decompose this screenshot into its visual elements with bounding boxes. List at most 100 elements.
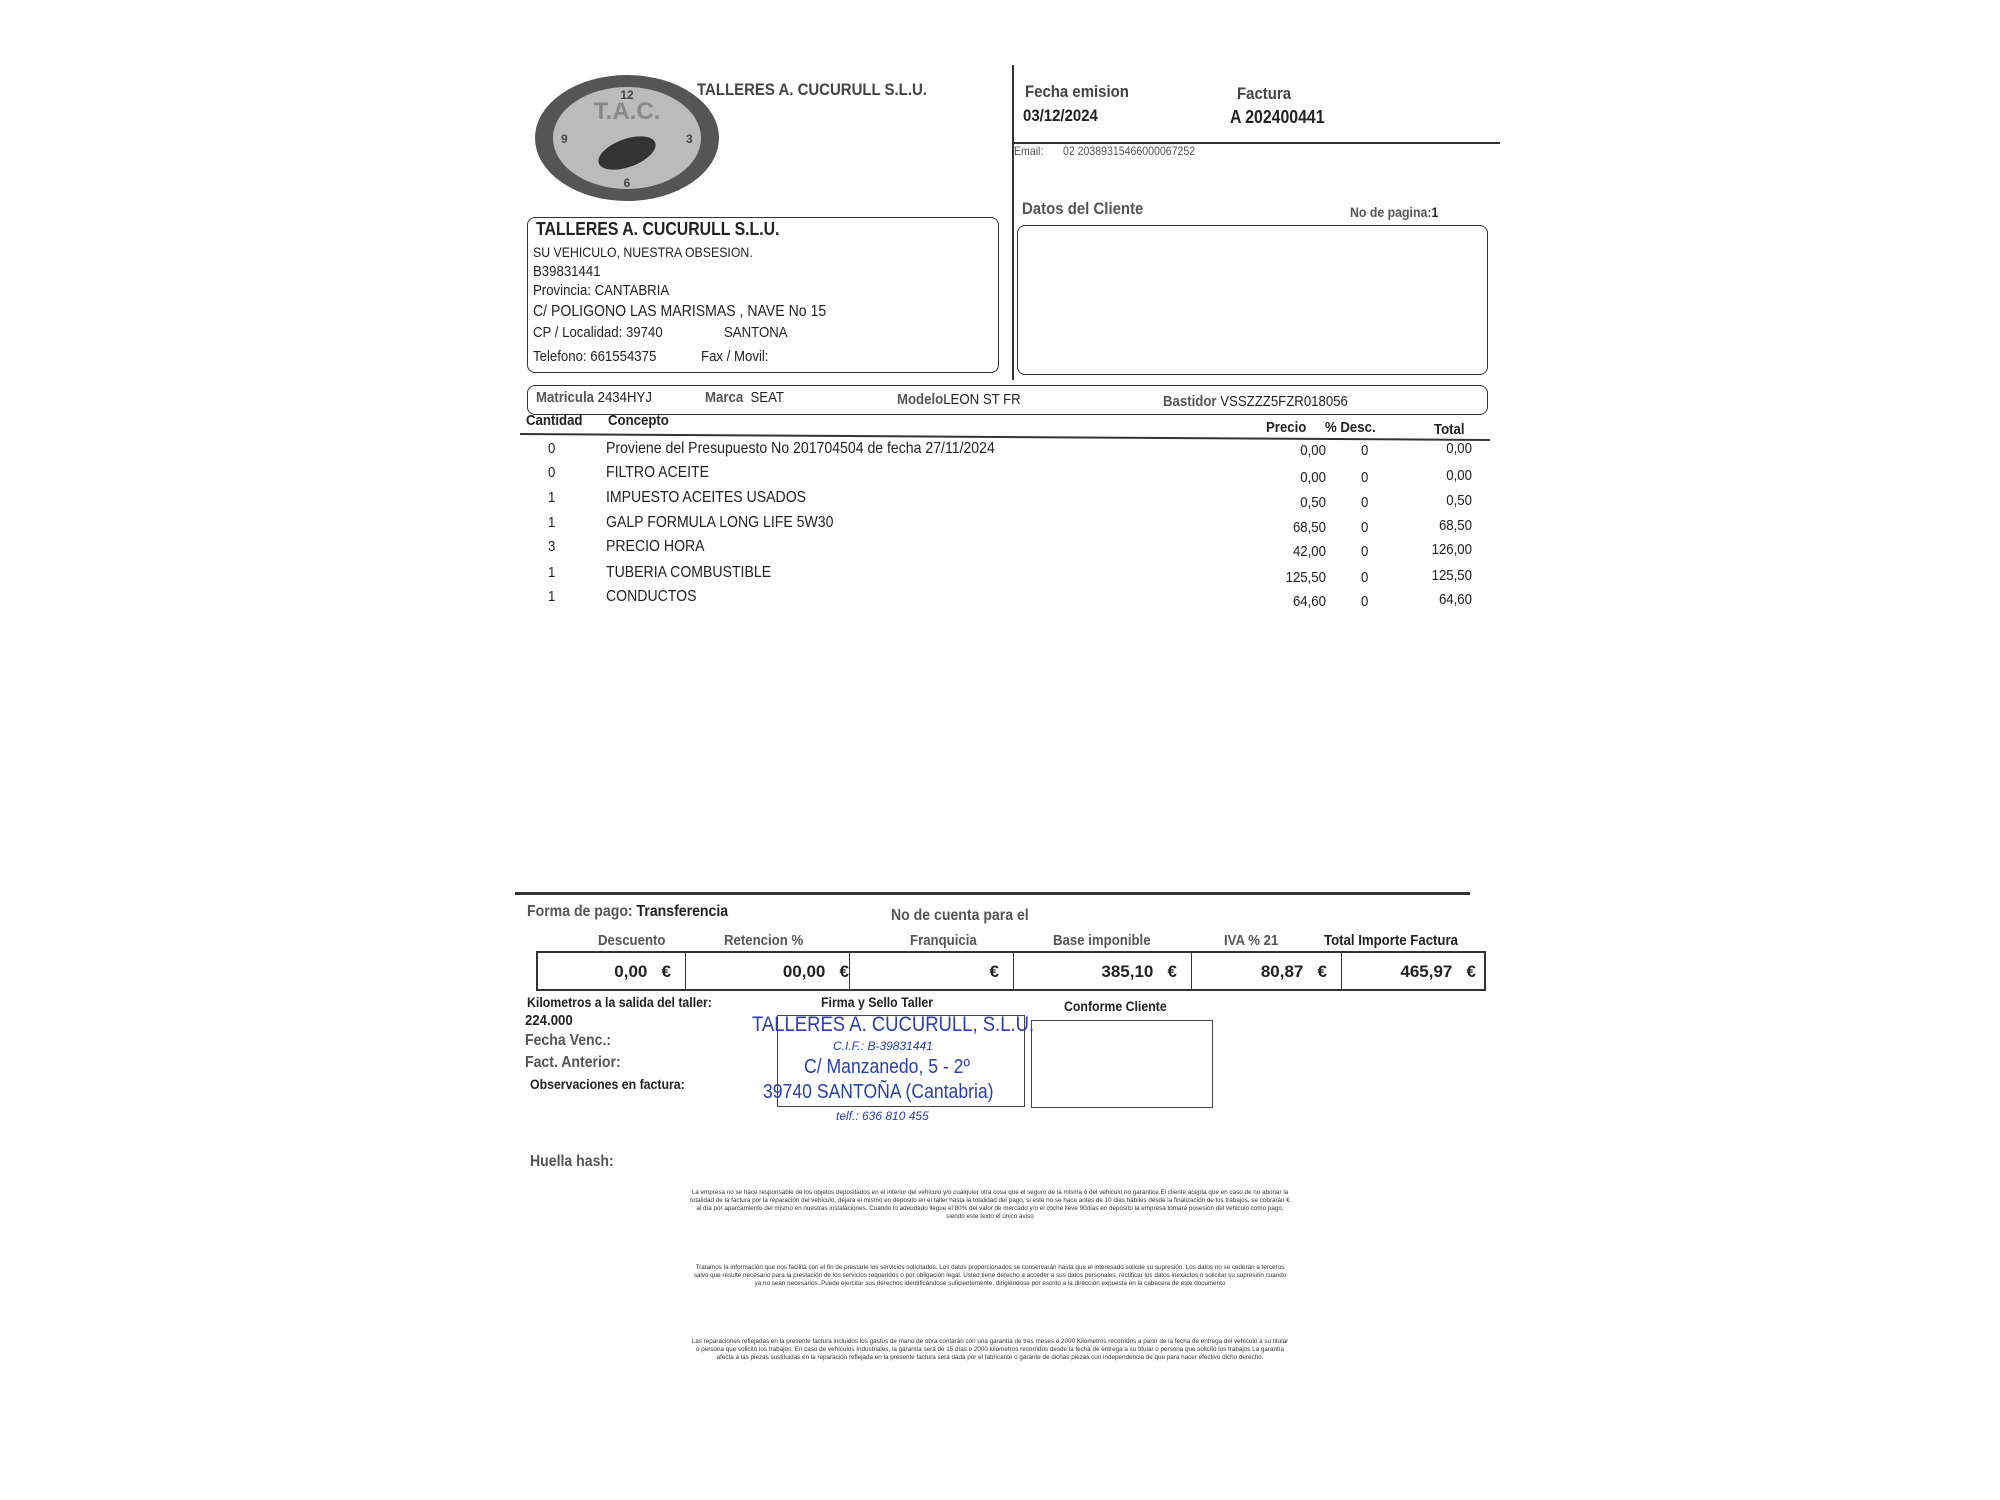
row-precio: 68,50 bbox=[1292, 519, 1326, 536]
row-total: 0,50 bbox=[1446, 492, 1472, 509]
vehicle-bastidor: Bastidor VSSZZZ5FZR018056 bbox=[1163, 393, 1348, 410]
conforme-label: Conforme Cliente bbox=[1064, 998, 1167, 1014]
svg-text:9: 9 bbox=[561, 132, 568, 146]
descuento-value: 0,00 bbox=[614, 962, 648, 981]
row-desc: 0 bbox=[1361, 469, 1369, 486]
stamp-name: TALLERES A. CUCURULL, S.L.U. bbox=[752, 1013, 1035, 1036]
row-cantidad: 3 bbox=[548, 538, 556, 555]
col-precio: Precio bbox=[1266, 419, 1307, 436]
row-concepto: FILTRO ACEITE bbox=[606, 464, 710, 481]
page-value: 1 bbox=[1431, 204, 1439, 220]
retencion-value: 00,00 bbox=[782, 962, 826, 981]
vehicle-marca: Marca SEAT bbox=[705, 389, 784, 406]
modelo-value: LEON ST FR bbox=[943, 391, 1021, 408]
row-total: 126,00 bbox=[1431, 541, 1472, 558]
legal-deposit-notice: La empresa no se hace responsable de los… bbox=[690, 1189, 1290, 1220]
total-cell: 465,97 € bbox=[1342, 953, 1484, 989]
marca-value: SEAT bbox=[750, 389, 785, 406]
row-total: 68,50 bbox=[1438, 517, 1472, 534]
stamp-city: 39740 SANTOÑA (Cantabria) bbox=[763, 1081, 994, 1103]
total-label: Total Importe Factura bbox=[1324, 932, 1458, 949]
stamp-address: C/ Manzanedo, 5 - 2º bbox=[804, 1056, 970, 1078]
client-signature-box bbox=[1031, 1020, 1213, 1108]
fecha-value: 03/12/2024 bbox=[1023, 106, 1098, 125]
bastidor-label: Bastidor bbox=[1163, 393, 1217, 410]
col-desc: % Desc. bbox=[1325, 419, 1376, 436]
row-precio: 0,00 bbox=[1300, 469, 1326, 486]
client-data-box bbox=[1017, 225, 1488, 375]
client-section-title: Datos del Cliente bbox=[1022, 199, 1144, 218]
page-label: No de pagina: bbox=[1350, 204, 1432, 220]
email-label: Email: bbox=[1014, 144, 1044, 158]
km-label: Kilometros a la salida del taller: bbox=[527, 994, 712, 1010]
svg-text:T.A.C.: T.A.C. bbox=[594, 98, 661, 125]
header-vertical-divider bbox=[1012, 65, 1014, 380]
stamp-tel: telf.: 636 810 455 bbox=[836, 1109, 929, 1123]
row-total: 64,60 bbox=[1438, 591, 1472, 608]
totals-box: 0,00 € 00,00 € € 385,10 € 80,87 € 465,97… bbox=[536, 951, 1486, 991]
header-divider bbox=[1012, 142, 1500, 144]
company-fax: Fax / Movil: bbox=[701, 348, 769, 365]
currency: € bbox=[1466, 962, 1476, 981]
row-desc: 0 bbox=[1361, 442, 1369, 459]
row-desc: 0 bbox=[1361, 519, 1369, 536]
iva-cell: 80,87 € bbox=[1192, 953, 1342, 989]
row-cantidad: 1 bbox=[548, 564, 556, 581]
franquicia-label: Franquicia bbox=[910, 932, 977, 949]
currency: € bbox=[1167, 962, 1177, 981]
row-concepto: IMPUESTO ACEITES USADOS bbox=[606, 489, 807, 506]
svg-text:6: 6 bbox=[624, 176, 631, 190]
company-logo: T.A.C. 12 6 9 3 bbox=[533, 73, 721, 203]
factura-number: A 202400441 bbox=[1230, 107, 1325, 127]
payment-label: Forma de pago: bbox=[527, 903, 633, 920]
col-cantidad: Cantidad bbox=[526, 412, 583, 429]
base-label: Base imponible bbox=[1053, 932, 1151, 949]
matricula-value: 2434HYJ bbox=[597, 389, 652, 406]
row-concepto: PRECIO HORA bbox=[606, 538, 705, 555]
descuento-cell: 0,00 € bbox=[538, 953, 686, 989]
row-cantidad: 1 bbox=[548, 588, 556, 605]
header-company-name: TALLERES A. CUCURULL S.L.U. bbox=[697, 80, 927, 99]
retencion-label: Retencion % bbox=[724, 932, 804, 949]
total-value: 465,97 bbox=[1400, 962, 1453, 981]
row-cantidad: 1 bbox=[548, 489, 556, 506]
observaciones-label: Observaciones en factura: bbox=[530, 1076, 685, 1092]
account-label: No de cuenta para el bbox=[891, 907, 1029, 924]
factura-label: Factura bbox=[1237, 84, 1292, 103]
row-concepto: GALP FORMULA LONG LIFE 5W30 bbox=[606, 514, 834, 531]
company-address: C/ POLIGONO LAS MARISMAS , NAVE No 15 bbox=[533, 303, 827, 320]
base-cell: 385,10 € bbox=[1014, 953, 1192, 989]
row-precio: 64,60 bbox=[1292, 593, 1326, 610]
currency: € bbox=[1317, 962, 1327, 981]
col-total: Total bbox=[1434, 421, 1465, 438]
row-precio: 0,50 bbox=[1300, 494, 1326, 511]
row-desc: 0 bbox=[1361, 494, 1369, 511]
fecha-label: Fecha emision bbox=[1025, 82, 1129, 101]
vehicle-modelo: ModeloLEON ST FR bbox=[897, 391, 1021, 408]
row-total: 125,50 bbox=[1431, 567, 1472, 584]
descuento-label: Descuento bbox=[598, 932, 666, 949]
currency: € bbox=[989, 962, 999, 981]
row-concepto: CONDUCTOS bbox=[606, 588, 697, 605]
matricula-label: Matricula bbox=[536, 389, 594, 406]
franquicia-cell: € bbox=[850, 953, 1014, 989]
company-localidad: SANTONA bbox=[724, 324, 788, 341]
page-number: No de pagina:1 bbox=[1350, 204, 1438, 220]
marca-label: Marca bbox=[705, 389, 744, 406]
row-cantidad: 0 bbox=[548, 440, 556, 457]
legal-privacy-notice: Tratamos la información que nos facilita… bbox=[693, 1264, 1287, 1287]
bastidor-value: VSSZZZ5FZR018056 bbox=[1220, 393, 1348, 410]
company-slogan: SU VEHICULO, NUESTRA OBSESION. bbox=[533, 244, 753, 260]
row-precio: 125,50 bbox=[1285, 569, 1326, 586]
company-provincia: Provincia: CANTABRIA bbox=[533, 282, 670, 299]
row-precio: 42,00 bbox=[1292, 543, 1326, 560]
company-telefono: Telefono: 661554375 bbox=[533, 348, 657, 365]
row-desc: 0 bbox=[1361, 569, 1369, 586]
iva-label: IVA % 21 bbox=[1224, 932, 1279, 949]
row-cantidad: 1 bbox=[548, 514, 556, 531]
retencion-cell: 00,00 € bbox=[686, 953, 850, 989]
base-value: 385,10 bbox=[1101, 962, 1154, 981]
row-total: 0,00 bbox=[1446, 440, 1472, 457]
currency: € bbox=[661, 962, 671, 981]
fact-anterior-label: Fact. Anterior: bbox=[525, 1054, 621, 1071]
